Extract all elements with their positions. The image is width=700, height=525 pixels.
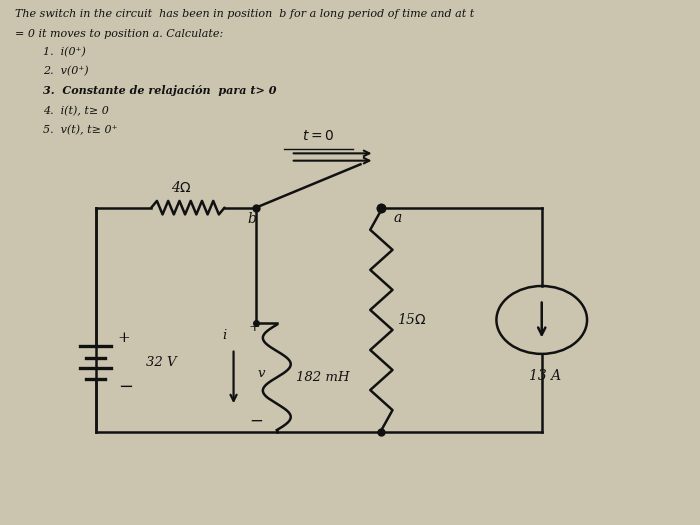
Text: 1.  i(0⁺): 1. i(0⁺) bbox=[43, 47, 86, 58]
Text: 4.  i(t), t≥ 0: 4. i(t), t≥ 0 bbox=[43, 106, 109, 116]
Text: 3.  Constante de relajación  para t> 0: 3. Constante de relajación para t> 0 bbox=[43, 85, 276, 96]
Text: +: + bbox=[249, 320, 260, 334]
Text: 32 V: 32 V bbox=[146, 356, 176, 369]
Text: 4$\Omega$: 4$\Omega$ bbox=[171, 180, 192, 195]
Text: v: v bbox=[258, 366, 265, 380]
Text: $t = 0$: $t = 0$ bbox=[302, 129, 335, 143]
Text: 15$\Omega$: 15$\Omega$ bbox=[398, 312, 427, 328]
Text: 182 mH: 182 mH bbox=[296, 371, 350, 384]
Text: The switch in the circuit  has been in position  b for a long period of time and: The switch in the circuit has been in po… bbox=[15, 9, 475, 19]
Text: i: i bbox=[223, 329, 227, 342]
Text: 13 A: 13 A bbox=[529, 369, 561, 383]
Text: = 0 it moves to position a. Calculate:: = 0 it moves to position a. Calculate: bbox=[15, 28, 223, 38]
Text: b: b bbox=[247, 212, 256, 226]
Text: −: − bbox=[249, 412, 262, 429]
Text: −: − bbox=[118, 378, 133, 396]
Text: 2.  v(0⁺): 2. v(0⁺) bbox=[43, 66, 89, 77]
Text: +: + bbox=[118, 331, 131, 345]
Text: a: a bbox=[394, 211, 402, 225]
Text: 5.  v(t), t≥ 0⁺: 5. v(t), t≥ 0⁺ bbox=[43, 124, 118, 135]
